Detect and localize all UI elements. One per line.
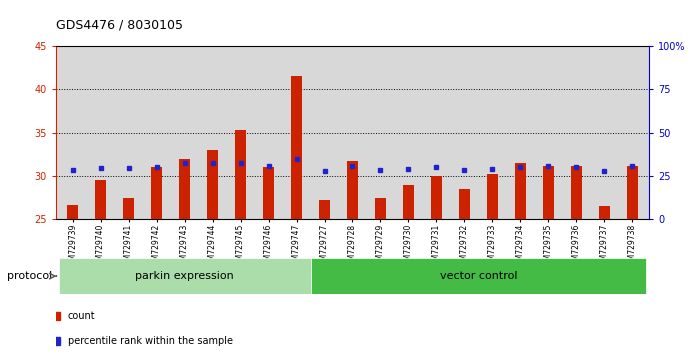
Bar <box>599 206 610 219</box>
Bar <box>571 166 582 219</box>
Bar <box>311 258 646 294</box>
Bar <box>543 166 554 219</box>
Bar <box>515 163 526 219</box>
Bar <box>59 258 311 294</box>
Bar <box>319 200 330 219</box>
Bar <box>459 189 470 219</box>
Bar <box>347 160 358 219</box>
Bar <box>123 198 134 219</box>
Text: percentile rank within the sample: percentile rank within the sample <box>68 336 232 346</box>
Bar <box>179 159 190 219</box>
Text: vector control: vector control <box>440 271 517 281</box>
Bar <box>431 176 442 219</box>
Bar <box>151 167 162 219</box>
Bar <box>67 205 78 219</box>
Bar <box>403 185 414 219</box>
Text: GDS4476 / 8030105: GDS4476 / 8030105 <box>56 19 183 32</box>
Bar <box>291 76 302 219</box>
Bar <box>263 167 274 219</box>
Bar <box>235 130 246 219</box>
Bar <box>95 181 106 219</box>
Bar <box>207 150 218 219</box>
Bar <box>627 166 638 219</box>
Text: parkin expression: parkin expression <box>135 271 234 281</box>
Text: count: count <box>68 311 96 321</box>
Bar <box>487 173 498 219</box>
Text: protocol: protocol <box>7 271 52 281</box>
Bar <box>375 198 386 219</box>
